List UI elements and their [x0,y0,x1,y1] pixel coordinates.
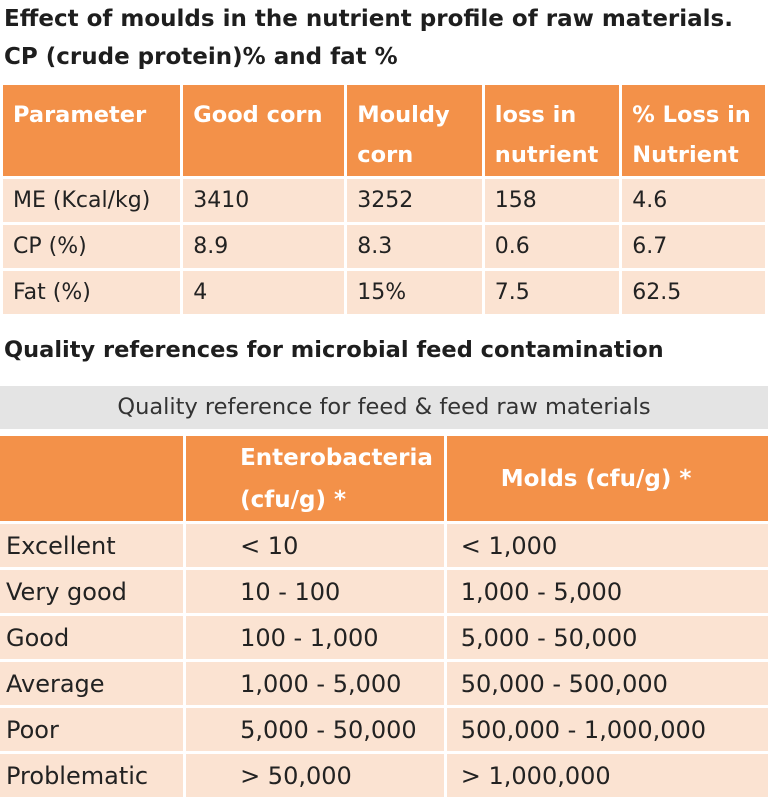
table-cell: 7.5 [484,271,620,314]
table-cell: 4 [183,271,345,314]
table-cell: Fat (%) [3,271,181,314]
table-cell: 0.6 [484,225,620,268]
table-cell: 4.6 [622,179,765,222]
table-row: Average 1,000 - 5,000 50,000 - 500,000 [0,662,768,705]
section1-title: Effect of moulds in the nutrient profile… [4,6,733,70]
table-cell: Excellent [0,524,184,567]
table-cell: 62.5 [622,271,765,314]
table-cell: > 1,000,000 [446,754,768,797]
table-cell: 1,000 - 5,000 [446,570,768,613]
table-cell: Poor [0,708,184,751]
microbial-quality-table: Enterobacteria (cfu/g) * Molds (cfu/g) *… [0,433,768,800]
table-cell: 100 - 1,000 [186,616,444,659]
header-cell: loss in nutrient [484,85,620,176]
header-cell: Enterobacteria (cfu/g) * [186,436,444,521]
table-cell: < 10 [186,524,444,567]
header-cell-empty [0,436,184,521]
table-caption: Quality reference for feed & feed raw ma… [0,386,768,429]
section2-title: Quality references for microbial feed co… [4,337,664,363]
table-cell: 3410 [183,179,345,222]
header-cell: Good corn [183,85,345,176]
table-header-row: Enterobacteria (cfu/g) * Molds (cfu/g) * [0,436,768,521]
table-cell: 1,000 - 5,000 [186,662,444,705]
table-cell: 8.3 [347,225,482,268]
table-row: Good 100 - 1,000 5,000 - 50,000 [0,616,768,659]
header-cell: Molds (cfu/g) * [446,436,768,521]
table-cell: 6.7 [622,225,765,268]
nutrient-loss-table: Parameter Good corn Mouldy corn loss in … [0,82,768,317]
table-cell: Problematic [0,754,184,797]
table-cell: 158 [484,179,620,222]
table-header-row: Parameter Good corn Mouldy corn loss in … [3,85,765,176]
table-cell: > 50,000 [186,754,444,797]
table-cell: 5,000 - 50,000 [446,616,768,659]
table-cell: 500,000 - 1,000,000 [446,708,768,751]
table-cell: 15% [347,271,482,314]
header-cell: Mouldy corn [347,85,482,176]
table-cell: Average [0,662,184,705]
table-cell: ME (Kcal/kg) [3,179,181,222]
table-cell: 50,000 - 500,000 [446,662,768,705]
table-cell: Good [0,616,184,659]
header-cell: Parameter [3,85,181,176]
table-row: Poor 5,000 - 50,000 500,000 - 1,000,000 [0,708,768,751]
table-row: Problematic > 50,000 > 1,000,000 [0,754,768,797]
table-cell: 10 - 100 [186,570,444,613]
table-row: Excellent < 10 < 1,000 [0,524,768,567]
table-cell: CP (%) [3,225,181,268]
table-cell: Very good [0,570,184,613]
table-row: Very good 10 - 100 1,000 - 5,000 [0,570,768,613]
table-cell: 3252 [347,179,482,222]
table-row: ME (Kcal/kg) 3410 3252 158 4.6 [3,179,765,222]
table-cell: 5,000 - 50,000 [186,708,444,751]
table-cell: 8.9 [183,225,345,268]
table-row: CP (%) 8.9 8.3 0.6 6.7 [3,225,765,268]
table-cell: < 1,000 [446,524,768,567]
header-cell: % Loss in Nutrient [622,85,765,176]
table-row: Fat (%) 4 15% 7.5 62.5 [3,271,765,314]
